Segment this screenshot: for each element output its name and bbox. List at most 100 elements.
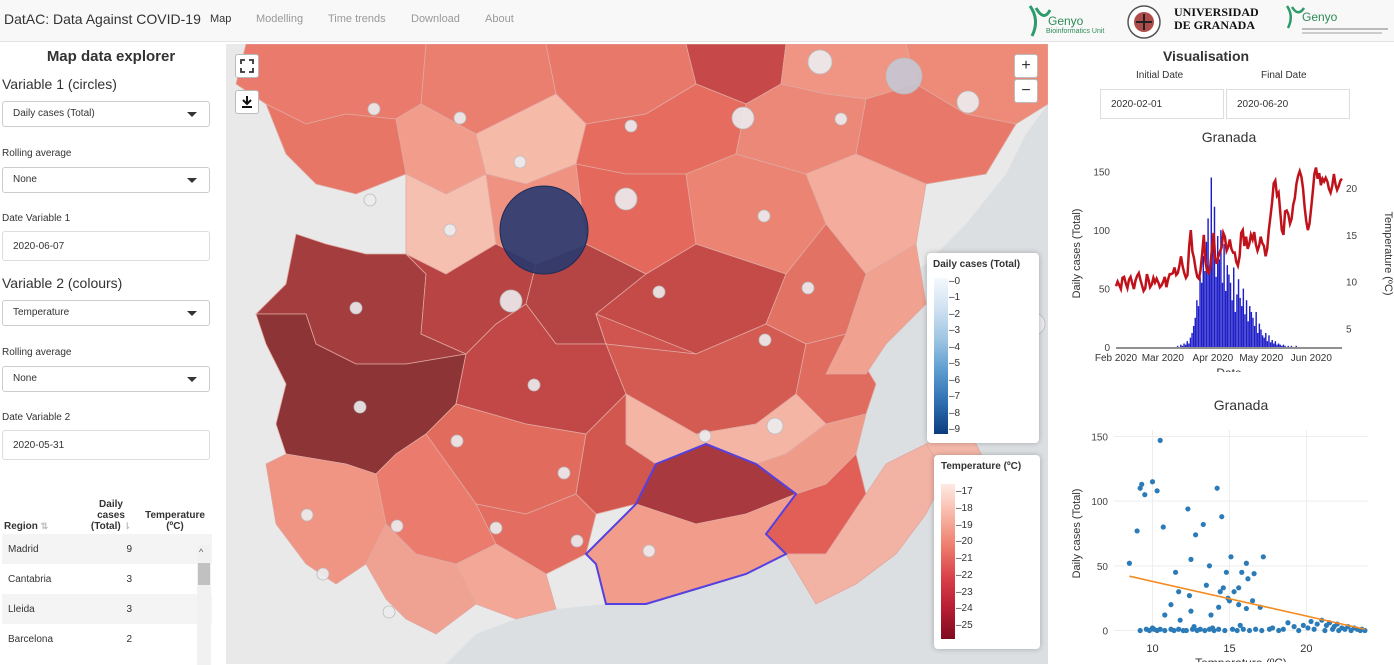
table-scrollbar[interactable]: ^ [197,545,211,665]
case-circle[interactable] [807,49,833,75]
daily-cases-bar [1284,345,1286,347]
case-circle[interactable] [453,111,467,125]
scatter-point [1229,626,1236,632]
nav-map[interactable]: Map [210,13,232,25]
col-temperature[interactable]: Temperature (ºC) [138,482,212,534]
nav-about[interactable]: About [485,13,514,25]
date1-input[interactable]: 2020-06-07 [2,231,210,261]
case-circle[interactable] [801,281,815,295]
case-circle[interactable] [557,466,571,480]
case-circle-lleida[interactable] [731,106,755,130]
timeseries-chart[interactable]: Granada 0 50 100 150 5 10 15 20 Feb 2020 Mar 2020 A… [1056,122,1394,372]
nav-modelling[interactable]: Modelling [256,13,304,25]
daily-cases-bar [1253,325,1256,347]
genyo-mark-2-icon [1285,5,1306,29]
daily-cases-bar [1244,314,1246,347]
case-circle[interactable] [642,544,656,558]
download-button[interactable] [235,90,259,114]
scroll-up-icon[interactable]: ^ [199,547,204,557]
case-circle[interactable] [300,508,314,522]
table-row[interactable]: Madrid 9 [2,534,212,564]
ugr-logo: UNIVERSIDAD DE GRANADA [1124,4,1274,39]
case-circle[interactable] [652,285,666,299]
scatter-point [1197,626,1203,632]
zoom-in-button[interactable]: + [1014,54,1038,78]
case-circle[interactable] [614,187,638,211]
initial-date-label: Initial Date [1136,70,1184,81]
daily-cases-bar [1295,345,1297,347]
case-circle[interactable] [624,119,638,133]
legend-tick: –4 [949,341,961,353]
col-region[interactable]: Region ⇅ [2,482,84,534]
case-circle[interactable] [499,289,523,313]
legend-tick: –20 [956,536,973,548]
variable2-select[interactable]: Temperature [2,300,210,326]
case-circle-barcelona[interactable] [885,57,923,95]
case-circle[interactable] [834,112,848,126]
case-circle[interactable] [353,400,367,414]
case-circle[interactable] [316,567,330,581]
daily-cases-bar [1199,276,1201,347]
case-circle-cantabria[interactable] [956,90,980,114]
y-tick-label: 50 [1099,285,1111,296]
case-circle[interactable] [757,209,771,223]
daily-cases-bar [1216,235,1219,347]
temperature-line [1114,167,1343,294]
scatter-point [1311,626,1317,632]
col-daily-cases[interactable]: Daily cases (Total) ⇂ [84,482,138,534]
date2-input[interactable]: 2020-05-31 [2,430,210,460]
nav-download[interactable]: Download [411,13,460,25]
date1-label: Date Variable 1 [2,213,71,224]
map-canvas[interactable] [226,44,1048,664]
table-row[interactable]: Barcelona 2 [2,624,212,654]
col-temperature-label: Temperature (ºC) [145,510,205,532]
province-malaga[interactable] [455,543,557,620]
case-circle[interactable] [443,223,457,237]
scatter-point [1149,479,1156,485]
chart-title: Granada [1214,397,1269,413]
case-circle[interactable] [363,193,377,207]
x-tick-label: 20 [1300,643,1312,655]
daily-cases-bar [1242,288,1245,347]
y-tick-label: 100 [1093,226,1110,237]
variable1-select[interactable]: Daily cases (Total) [2,101,210,127]
cell-region: Madrid [2,534,84,564]
case-circle[interactable] [570,534,584,548]
case-circle[interactable] [382,605,396,619]
fullscreen-button[interactable] [235,54,259,78]
zoom-out-button[interactable]: − [1014,79,1038,103]
case-circle[interactable] [698,429,712,443]
case-circle[interactable] [513,155,527,169]
table-row[interactable]: Lleida 3 [2,594,212,624]
case-circle-madrid[interactable] [499,185,589,275]
case-circle[interactable] [758,333,772,347]
region-table: Region ⇅ Daily cases (Total) ⇂ Temperatu… [2,482,212,654]
scatter-chart[interactable]: Granada 0 50 100 150 10 15 20 Temperature (ºC) Da… [1056,394,1394,662]
scrollbar-thumb[interactable] [198,563,210,585]
rolling2-select[interactable]: None [2,366,210,392]
case-circle[interactable] [489,521,503,535]
app-brand[interactable]: DatAC: Data Against COVID-19 [4,11,201,27]
case-circle[interactable] [367,102,381,116]
initial-date-input[interactable]: 2020-02-01 [1100,89,1224,119]
daily-cases-bar [1226,265,1229,347]
case-circle[interactable] [390,519,404,533]
nav-time-trends[interactable]: Time trends [328,13,386,25]
y2-tick-label: 5 [1346,324,1352,335]
map-area[interactable]: + − Daily cases (Total) –0 –1 –2 –3 –4 –5 –6 –7… [226,44,1048,664]
province[interactable] [825,243,927,375]
x-axis-title: Temperature (ºC) [1195,656,1287,662]
daily-cases-bar [1204,271,1206,347]
scatter-point [1183,627,1189,634]
daily-cases-bar [1233,267,1235,347]
case-circle[interactable] [450,434,464,448]
rolling1-select[interactable]: None [2,167,210,193]
table-row[interactable]: Cantabria 3 [2,564,212,594]
scatter-point [1234,627,1240,634]
final-date-input[interactable]: 2020-06-20 [1226,89,1350,119]
scatter-point [1240,626,1246,632]
case-circle[interactable] [766,417,784,435]
case-circle[interactable] [349,301,363,315]
scatter-point [1134,528,1140,534]
case-circle[interactable] [527,378,541,392]
